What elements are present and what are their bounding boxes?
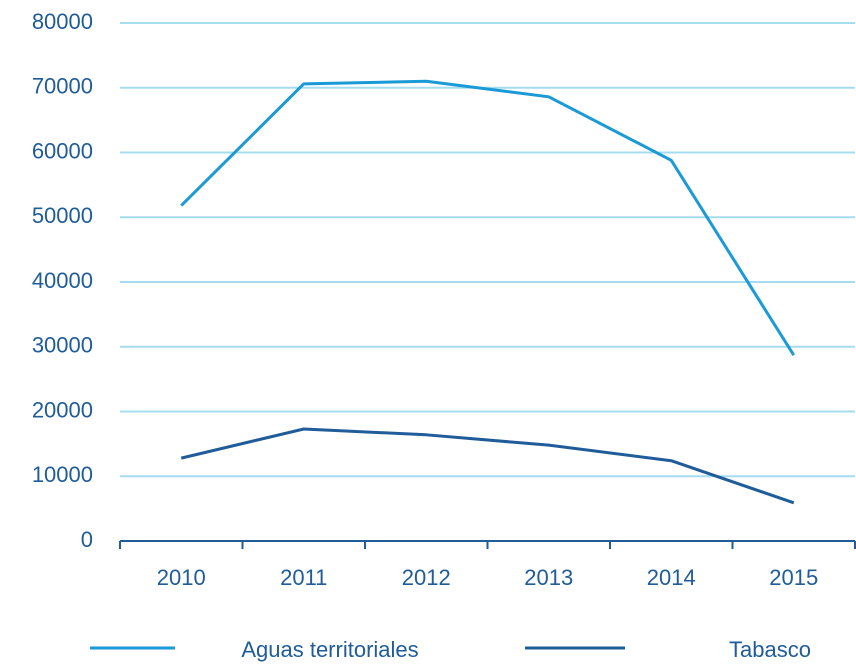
x-tick-label: 2010	[157, 565, 206, 590]
y-tick-label: 20000	[32, 397, 93, 422]
y-tick-label: 40000	[32, 268, 93, 293]
y-tick-label: 80000	[32, 9, 93, 34]
line-series	[180, 79, 796, 356]
legend-label: Aguas territoriales	[241, 637, 418, 662]
legend-label: Tabasco	[729, 637, 811, 662]
y-tick-label: 60000	[32, 138, 93, 163]
line-series	[180, 427, 795, 505]
x-tick-label: 2011	[280, 565, 327, 590]
y-tick-label: 70000	[32, 74, 93, 99]
x-tick-label: 2013	[524, 565, 573, 590]
y-tick-label: 30000	[32, 333, 93, 358]
x-tick-label: 2014	[647, 565, 696, 590]
x-tick-label: 2015	[769, 565, 818, 590]
x-tick-label: 2012	[402, 565, 451, 590]
y-tick-label: 10000	[32, 462, 93, 487]
y-tick-label: 0	[81, 527, 93, 552]
y-tick-label: 50000	[32, 203, 93, 228]
